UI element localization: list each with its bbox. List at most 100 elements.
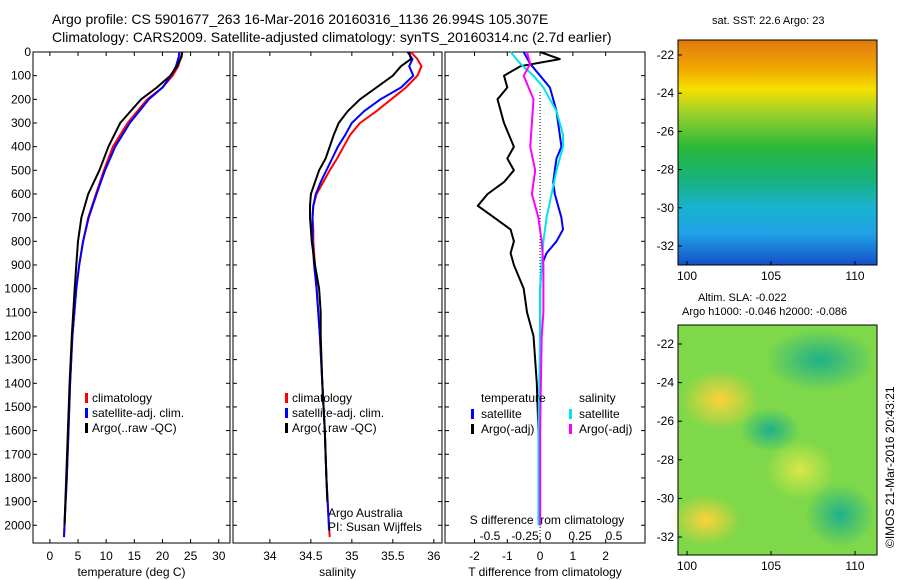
legend-swatch bbox=[569, 409, 572, 419]
sla-blob bbox=[671, 495, 741, 545]
x-tick-label: 35.5 bbox=[381, 549, 405, 563]
x-tick-label: 34.5 bbox=[299, 549, 323, 563]
sla-map-title2: Argo h1000: -0.046 h2000: -0.086 bbox=[682, 306, 847, 318]
x-axis-label: temperature (deg C) bbox=[77, 565, 185, 579]
x-tick-label: 25 bbox=[184, 549, 198, 563]
x-tick-label: 0 bbox=[537, 549, 544, 563]
y-tick-label: 900 bbox=[11, 258, 31, 272]
legend-label: Argo(-adj) bbox=[579, 422, 632, 436]
lon-tick-label: 110 bbox=[845, 269, 864, 283]
y-tick-label: 1000 bbox=[4, 282, 31, 296]
top-tick-label: -0.5 bbox=[480, 529, 501, 543]
series-line bbox=[63, 51, 184, 526]
x-tick-label: -1 bbox=[502, 549, 513, 563]
y-tick-label: 100 bbox=[11, 69, 31, 83]
y-tick-label: 1300 bbox=[4, 353, 31, 367]
series-line bbox=[311, 51, 415, 530]
x-tick-label: 1 bbox=[570, 549, 577, 563]
sla-blob bbox=[765, 440, 835, 500]
plot-frame bbox=[32, 51, 231, 544]
profile-panel-3: -2 -1 0 1 2 T difference from climatology S di… bbox=[444, 51, 646, 579]
top-tick-label: 0.25 bbox=[568, 529, 592, 543]
sla-map bbox=[671, 324, 878, 556]
plot-frame bbox=[232, 51, 443, 544]
sst-map bbox=[677, 39, 878, 266]
lat-tick-label: -24 bbox=[657, 86, 675, 100]
header-line1: Argo profile: CS 5901677_263 16-Mar-2016… bbox=[52, 11, 548, 27]
legend-label: satellite-adj. clim. bbox=[292, 406, 384, 420]
header-line2: Climatology: CARS2009. Satellite-adjuste… bbox=[52, 29, 612, 45]
lat-tick-label: -26 bbox=[657, 124, 675, 138]
y-tick-label: 1700 bbox=[4, 447, 31, 461]
sla-map-title1: Altim. SLA: -0.022 bbox=[698, 292, 787, 304]
lat-tick-label: -32 bbox=[657, 530, 675, 544]
sst-map-axes: -22 -24 -26 -28 -30 -32 100 105 110 bbox=[657, 48, 865, 283]
legend-heading: salinity bbox=[579, 391, 616, 405]
lat-tick-label: -26 bbox=[657, 414, 675, 428]
lat-tick-label: -22 bbox=[657, 48, 675, 62]
legend-swatch bbox=[85, 408, 88, 418]
lon-tick-label: 100 bbox=[677, 559, 697, 573]
series-line bbox=[63, 51, 181, 538]
sst-map-title: sat. SST: 22.6 Argo: 23 bbox=[712, 15, 825, 27]
y-tick-label: 1800 bbox=[4, 471, 31, 485]
sla-blob bbox=[680, 370, 760, 430]
timestamp-stamp: ©IMOS 21-Mar-2016 20:43:21 bbox=[883, 386, 897, 548]
x-axis-label: T difference from climatology bbox=[468, 565, 622, 579]
top-tick-label: 0 bbox=[545, 529, 552, 543]
plot-frame bbox=[444, 51, 646, 544]
y-tick-label: 1500 bbox=[4, 400, 31, 414]
lon-tick-label: 110 bbox=[845, 559, 864, 573]
x-axis-label: salinity bbox=[319, 565, 356, 579]
x-tick-label: 35 bbox=[345, 549, 359, 563]
legend-label: satellite bbox=[481, 407, 522, 421]
legend-swatch bbox=[285, 408, 288, 418]
series-line bbox=[311, 51, 423, 538]
legend-swatch bbox=[471, 424, 474, 434]
series-line bbox=[309, 51, 412, 502]
profile-panels: 0100200300400500600700800900100011001200… bbox=[4, 45, 646, 579]
x-tick-label: 20 bbox=[156, 549, 170, 563]
top-tick-label: 0.5 bbox=[606, 529, 623, 543]
x-tick-label: -2 bbox=[469, 549, 480, 563]
legend-swatch bbox=[285, 393, 288, 403]
x-tick-label: 5 bbox=[75, 549, 82, 563]
y-tick-label: 600 bbox=[11, 187, 31, 201]
x-tick-label: 0 bbox=[47, 549, 54, 563]
legend-heading: temperature bbox=[481, 391, 546, 405]
y-tick-label: 500 bbox=[11, 163, 31, 177]
y-tick-label: 800 bbox=[11, 234, 31, 248]
sla-blob bbox=[805, 483, 875, 547]
top-axis-title: S difference from climatology bbox=[470, 513, 625, 527]
legend-label: Argo(-adj) bbox=[481, 422, 534, 436]
lat-tick-label: -28 bbox=[657, 163, 675, 177]
lat-tick-label: -30 bbox=[657, 491, 675, 505]
lon-tick-label: 105 bbox=[761, 559, 781, 573]
y-tick-label: 400 bbox=[11, 140, 31, 154]
lat-tick-label: -30 bbox=[657, 201, 675, 215]
lat-tick-label: -28 bbox=[657, 453, 675, 467]
x-tick-label: 15 bbox=[128, 549, 142, 563]
legend-swatch bbox=[285, 423, 288, 433]
series-line bbox=[522, 51, 545, 526]
y-tick-label: 1200 bbox=[4, 329, 31, 343]
legend-swatch bbox=[85, 423, 88, 433]
y-tick-label: 200 bbox=[11, 92, 31, 106]
legend-label: Argo(..raw -QC) bbox=[92, 421, 177, 435]
legend-swatch bbox=[471, 409, 474, 419]
legend-swatch bbox=[85, 393, 88, 403]
series-line bbox=[476, 51, 561, 526]
y-tick-label: 1900 bbox=[4, 495, 31, 509]
top-tick-label: -0.25 bbox=[511, 529, 539, 543]
y-tick-label: 0 bbox=[24, 45, 31, 59]
legend-label: climatology bbox=[92, 391, 152, 405]
sst-map-frame bbox=[677, 39, 878, 266]
lat-tick-label: -32 bbox=[657, 239, 675, 253]
sst-map-field bbox=[678, 40, 877, 265]
profile-panel-1: 0100200300400500600700800900100011001200… bbox=[4, 45, 231, 579]
y-tick-label: 300 bbox=[11, 116, 31, 130]
legend-label: satellite bbox=[579, 407, 620, 421]
note-text: PI: Susan Wijffels bbox=[328, 520, 422, 534]
legend-label: Argo(..raw -QC) bbox=[292, 421, 377, 435]
